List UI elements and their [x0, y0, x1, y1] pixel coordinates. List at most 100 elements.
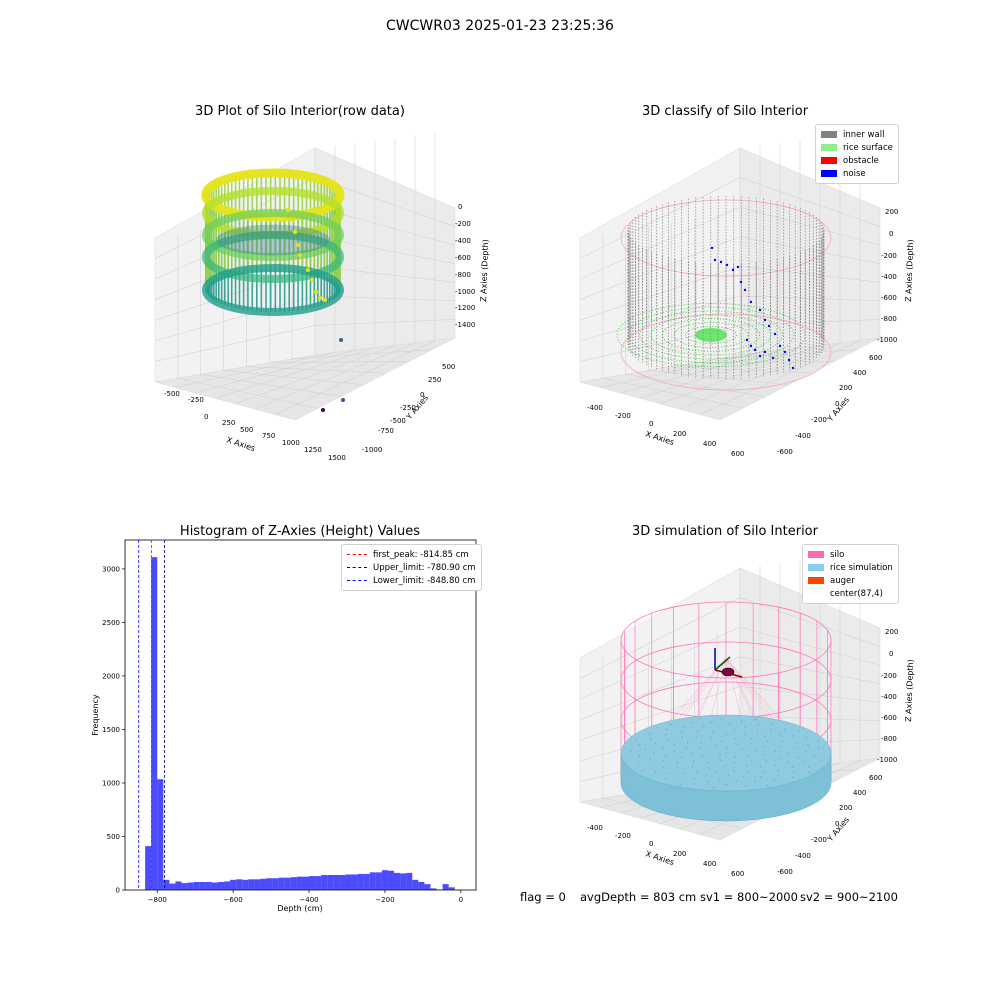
noise-point	[739, 280, 743, 284]
plot2-z-label: Z Axies (Depth)	[904, 239, 915, 302]
x-tick: 200	[673, 430, 686, 438]
rice-point	[728, 723, 731, 725]
histogram-bar	[351, 874, 358, 890]
histogram-bar	[327, 875, 334, 890]
rice-point	[630, 750, 632, 753]
auger-marker	[721, 667, 735, 677]
rice-point	[725, 733, 727, 736]
rice-point	[733, 729, 736, 731]
rice-point	[699, 717, 702, 720]
rice-point	[661, 747, 664, 749]
silo-bottom-ring	[620, 313, 832, 391]
grid-line	[246, 366, 387, 374]
y-tick: -1000	[362, 446, 382, 454]
histogram-bar	[381, 870, 388, 890]
grid-line	[154, 295, 316, 342]
rice-point	[723, 765, 726, 768]
rice-point	[715, 771, 718, 773]
rice-point	[784, 728, 786, 731]
grid-line	[739, 597, 881, 647]
legend-item-first-peak: first_peak: -814.85 cm	[347, 548, 476, 561]
rice-point	[759, 776, 762, 778]
rice-point	[774, 764, 776, 767]
noise-point	[758, 354, 762, 358]
plot2-x-ticks: -400 -200 0 200 400 600	[587, 404, 744, 458]
y-tick-label: 3000	[102, 565, 120, 573]
plot4-x-ticks: -400 -200 0 200 400 600	[587, 824, 744, 878]
rice-point	[771, 723, 773, 725]
z-tick: -400	[455, 237, 471, 245]
histogram-bar	[242, 879, 249, 890]
point	[317, 295, 323, 301]
histogram-bar	[424, 884, 431, 890]
rice-surface-ring	[650, 314, 772, 356]
silo-ring	[620, 259, 832, 337]
rice-point	[708, 766, 711, 769]
histogram-y-label: Frequency	[91, 694, 100, 736]
rice-point	[725, 752, 727, 754]
rice-point	[705, 774, 708, 777]
y-tick: 0	[835, 400, 839, 408]
grid-line	[223, 370, 364, 386]
rice-point	[736, 743, 739, 746]
rice-point	[759, 765, 762, 768]
noise-point	[767, 324, 771, 328]
histogram-bar	[236, 879, 243, 890]
z-tick: -1400	[455, 321, 475, 329]
rice-point	[696, 735, 698, 738]
grid-line	[739, 715, 881, 722]
grid-line	[717, 349, 858, 360]
x-tick: 600	[731, 450, 744, 458]
rice-point	[641, 769, 643, 772]
z-tick: -200	[455, 220, 471, 228]
plot2-title: 3D classify of Silo Interior	[641, 104, 809, 119]
rice-point	[813, 754, 815, 757]
z-tick: -400	[881, 273, 897, 281]
noise-point	[710, 246, 714, 250]
plot1-y-ticks: -1000 -750 -500 -250 0 250 500	[362, 363, 455, 454]
histogram-bar	[193, 881, 200, 890]
plot2-z-ticks: 200 0 -200 -400 -600 -800 -1000	[877, 208, 898, 344]
plot4-x-label: X Axies	[644, 849, 675, 867]
rice-point	[763, 754, 766, 756]
histogram-y-ticks: 0 500 1000 1500 2000 2500 3000	[102, 565, 125, 895]
rice-point	[719, 759, 722, 762]
grid-line	[739, 295, 881, 302]
plot4-title: 3D simulation of Silo Interior	[632, 524, 818, 539]
histogram-bar	[302, 876, 310, 890]
y-tick-label: 1000	[102, 779, 120, 787]
rice-point	[662, 766, 665, 769]
grid-line	[648, 370, 789, 386]
y-tick-label: 1500	[102, 726, 120, 734]
histogram-bar	[284, 877, 291, 890]
rice-point	[750, 737, 753, 740]
grid-line	[739, 177, 881, 227]
histogram-bar	[406, 872, 413, 890]
histogram-bar	[145, 846, 152, 890]
grid-line	[639, 347, 801, 399]
rice-point	[746, 771, 749, 773]
histogram-bar	[394, 872, 401, 890]
rice-point	[654, 742, 656, 745]
rice-point	[754, 718, 757, 721]
rice-point	[740, 720, 743, 723]
rice-point	[734, 756, 736, 758]
legend-item-obstacle: obstacle	[821, 154, 893, 167]
y-tick-label: 500	[107, 833, 120, 841]
rice-point	[680, 756, 683, 759]
rice-point	[797, 756, 800, 759]
histogram-bar	[339, 875, 346, 890]
y-tick: 0	[420, 391, 424, 399]
y-tick: 200	[839, 384, 852, 392]
grid-line	[200, 373, 341, 397]
rice-point	[747, 755, 750, 757]
legend-line	[347, 567, 367, 568]
histogram-bar	[272, 878, 279, 890]
histogram-bar	[418, 881, 425, 890]
rice-point	[744, 726, 747, 728]
legend-swatch	[821, 131, 837, 138]
noise-point	[763, 318, 767, 322]
noise-point	[773, 332, 777, 336]
histogram-legend: first_peak: -814.85 cm Upper_limit: -780…	[341, 544, 482, 591]
legend-swatch	[808, 577, 824, 584]
